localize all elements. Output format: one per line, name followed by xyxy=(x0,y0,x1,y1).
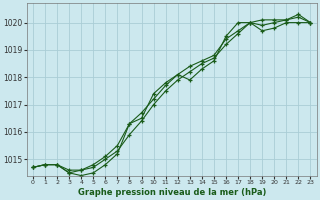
X-axis label: Graphe pression niveau de la mer (hPa): Graphe pression niveau de la mer (hPa) xyxy=(77,188,266,197)
